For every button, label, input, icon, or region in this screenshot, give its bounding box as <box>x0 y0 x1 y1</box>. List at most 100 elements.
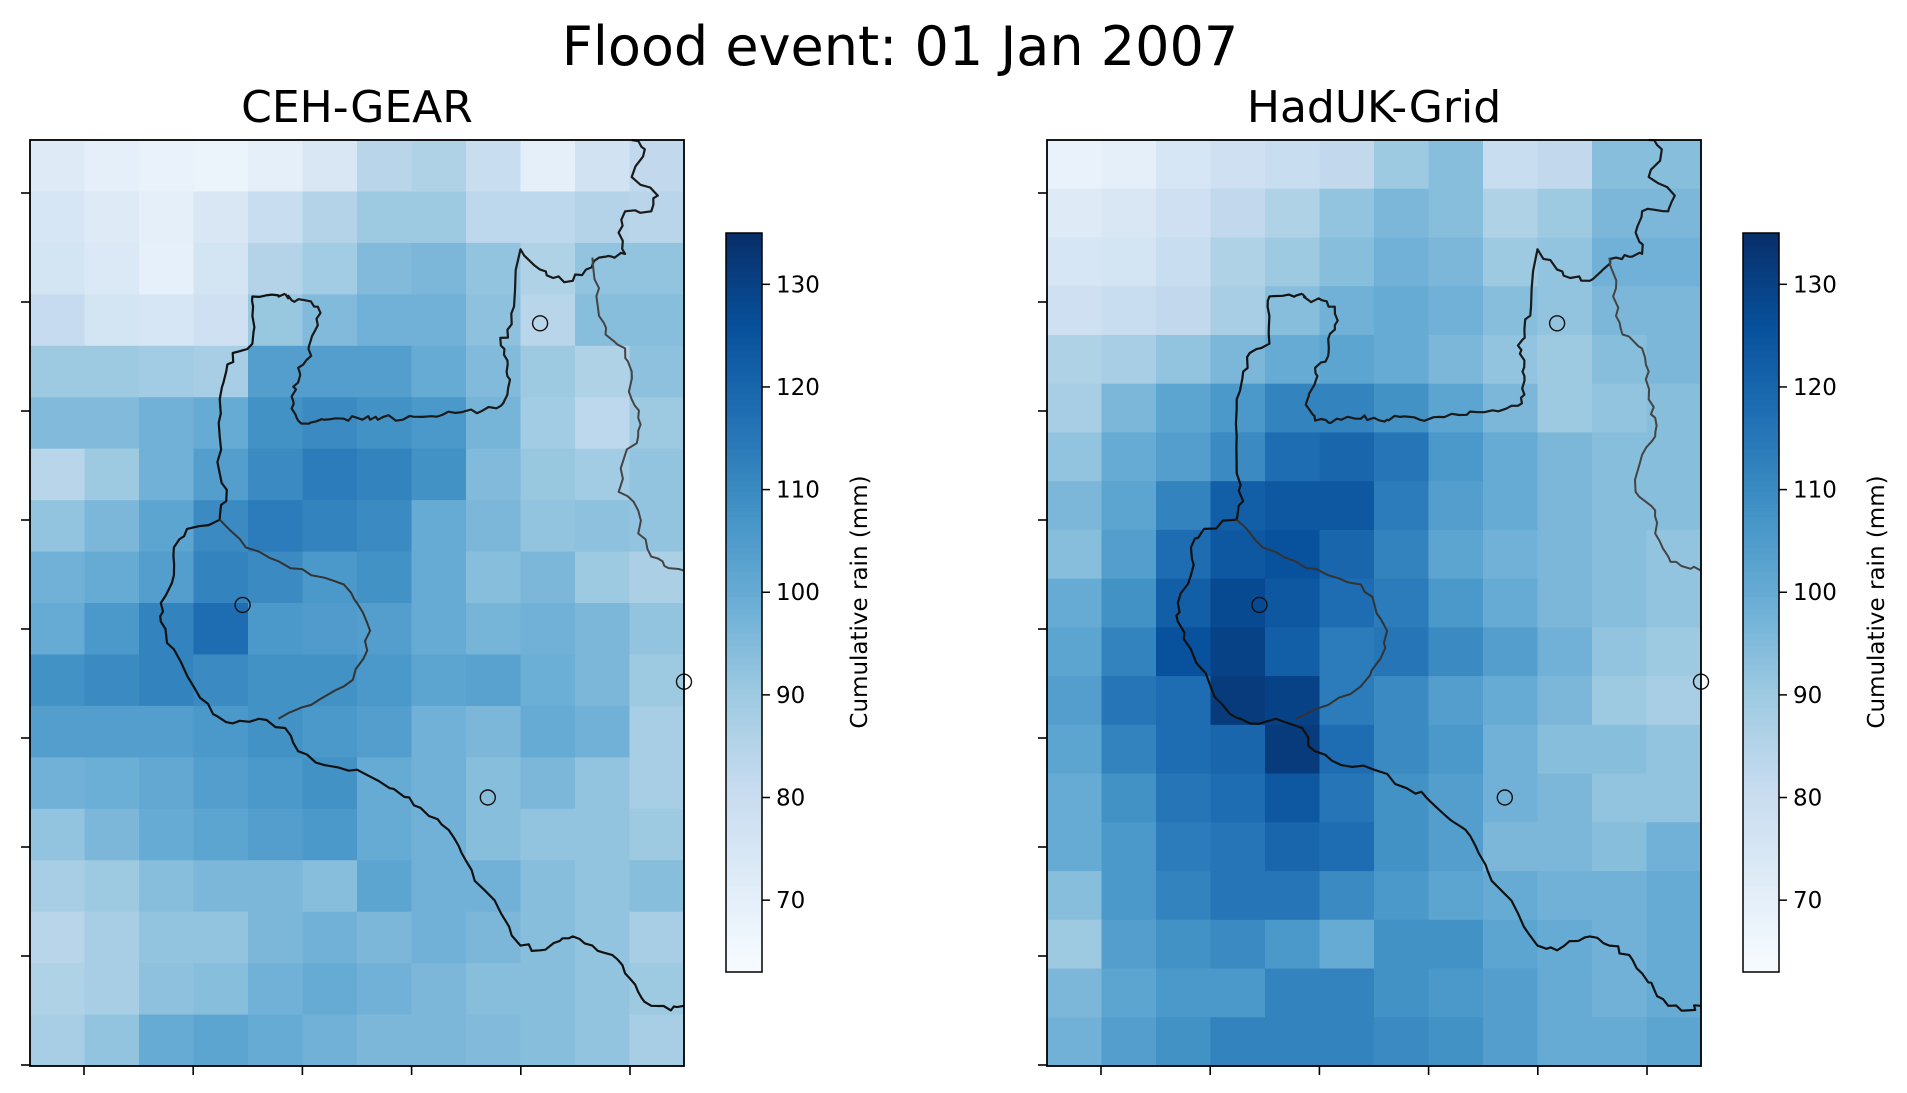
grid-cell <box>575 500 631 553</box>
grid-cell <box>1101 529 1157 580</box>
colorbar-segment <box>1743 362 1779 370</box>
colorbar-segment <box>1743 559 1779 567</box>
grid-cell <box>1101 578 1157 628</box>
colorbar-segment <box>1743 818 1779 825</box>
colorbar-segment <box>1743 891 1779 899</box>
grid-cell <box>30 140 86 193</box>
colorbar-segment <box>726 491 762 499</box>
grid-cell <box>1646 286 1702 336</box>
colorbar-segment <box>726 411 762 419</box>
colorbar-segment <box>726 682 762 690</box>
grid-cell <box>1265 627 1321 677</box>
colorbar-segment <box>1743 251 1779 259</box>
grid-cell <box>139 911 195 964</box>
grid-cell <box>1265 529 1321 580</box>
colorbar-segment <box>1743 386 1779 394</box>
colorbar-segment <box>726 577 762 585</box>
grid-cell <box>1483 383 1539 434</box>
grid-cell <box>1374 481 1430 531</box>
grid-cell <box>193 654 249 707</box>
colorbar-segment <box>1743 497 1779 505</box>
grid-cell <box>1101 481 1157 531</box>
colorbar-segment <box>726 793 762 801</box>
grid-cell <box>357 603 413 656</box>
grid-cell <box>629 1014 685 1067</box>
grid-cell <box>1374 919 1430 970</box>
colorbar-segment <box>1743 577 1779 585</box>
colorbar-segment <box>1743 756 1779 764</box>
colorbar-segment <box>726 836 762 844</box>
grid-cell <box>1210 334 1266 385</box>
grid-cell <box>1319 578 1375 628</box>
grid-cell <box>1592 578 1648 628</box>
grid-cell <box>520 705 576 758</box>
grid-cell <box>1156 822 1212 872</box>
colorbar-segment <box>726 528 762 536</box>
colorbar-segment <box>1743 799 1779 807</box>
grid-cell <box>466 448 522 501</box>
grid-cell <box>575 911 631 964</box>
colorbar-segment <box>726 479 762 487</box>
colorbar-segment <box>1743 571 1779 579</box>
grid-cell <box>302 654 358 707</box>
grid-cell <box>139 242 195 295</box>
subcatchment-divide <box>218 519 372 720</box>
colorbar-segment <box>1743 356 1779 364</box>
grid-cell <box>248 654 304 707</box>
grid-cell <box>302 963 358 1016</box>
colorbar-segment <box>1743 306 1779 314</box>
catchment-outline-south <box>1175 292 1702 1012</box>
grid-cell <box>84 1014 140 1067</box>
grid-cell <box>1047 432 1103 482</box>
grid-cell <box>1374 383 1430 434</box>
grid-cell <box>1101 383 1157 434</box>
grid-cell <box>575 654 631 707</box>
colorbar-segment <box>1743 627 1779 634</box>
colorbar-segment <box>1743 947 1779 955</box>
colorbar-segment <box>1743 861 1779 869</box>
grid-cell <box>411 963 467 1016</box>
grid-cell <box>1101 1017 1157 1067</box>
colorbar-segment <box>1743 811 1779 819</box>
colorbar-segment <box>1743 842 1779 850</box>
grid-cell <box>466 294 522 347</box>
grid-cell <box>629 551 685 604</box>
grid-cell <box>1428 1017 1484 1067</box>
colorbar-segment <box>1743 448 1779 456</box>
grid-cell <box>1101 724 1157 775</box>
colorbar-segment <box>726 282 762 290</box>
grid-cell <box>575 1014 631 1067</box>
colorbar-segment <box>726 448 762 456</box>
colorbar-segment <box>1743 368 1779 376</box>
grid-cell <box>1592 1017 1648 1067</box>
grid-cell <box>302 1014 358 1067</box>
subcatchment-divide <box>1236 518 1389 720</box>
colorbar-segment <box>1743 350 1779 357</box>
grid-cell <box>520 140 576 193</box>
grid-cell <box>1319 432 1375 482</box>
grid-cell <box>84 294 140 347</box>
grid-cell <box>1646 919 1702 970</box>
grid-cell <box>1047 237 1103 287</box>
colorbar-segment <box>726 300 762 308</box>
colorbar-segment <box>1743 639 1779 647</box>
haduk-grid-panel: HadUK-Grid 70 80 90 100 110 120 130 Cumulative… <box>1038 82 1890 1075</box>
grid-cell <box>302 140 358 193</box>
grid-cell <box>1156 237 1212 287</box>
grid-cell <box>1265 432 1321 482</box>
colorbar-segment <box>726 362 762 370</box>
grid-cell <box>1537 968 1593 1018</box>
grid-cell <box>30 654 86 707</box>
colorbar-segment <box>726 547 762 554</box>
grid-cell <box>1265 724 1321 775</box>
grid-cell <box>411 808 467 861</box>
grid-cell <box>411 191 467 244</box>
grid-cell <box>466 140 522 193</box>
grid-cell <box>357 191 413 244</box>
grid-cell <box>84 757 140 810</box>
grid-cell <box>411 242 467 295</box>
colorbar-segment <box>726 257 762 265</box>
ceh-gear-colorbar-label: Cumulative rain (mm) <box>847 475 873 728</box>
figure-title: Flood event: 01 Jan 2007 <box>562 15 1238 78</box>
colorbar-segment <box>726 830 762 838</box>
